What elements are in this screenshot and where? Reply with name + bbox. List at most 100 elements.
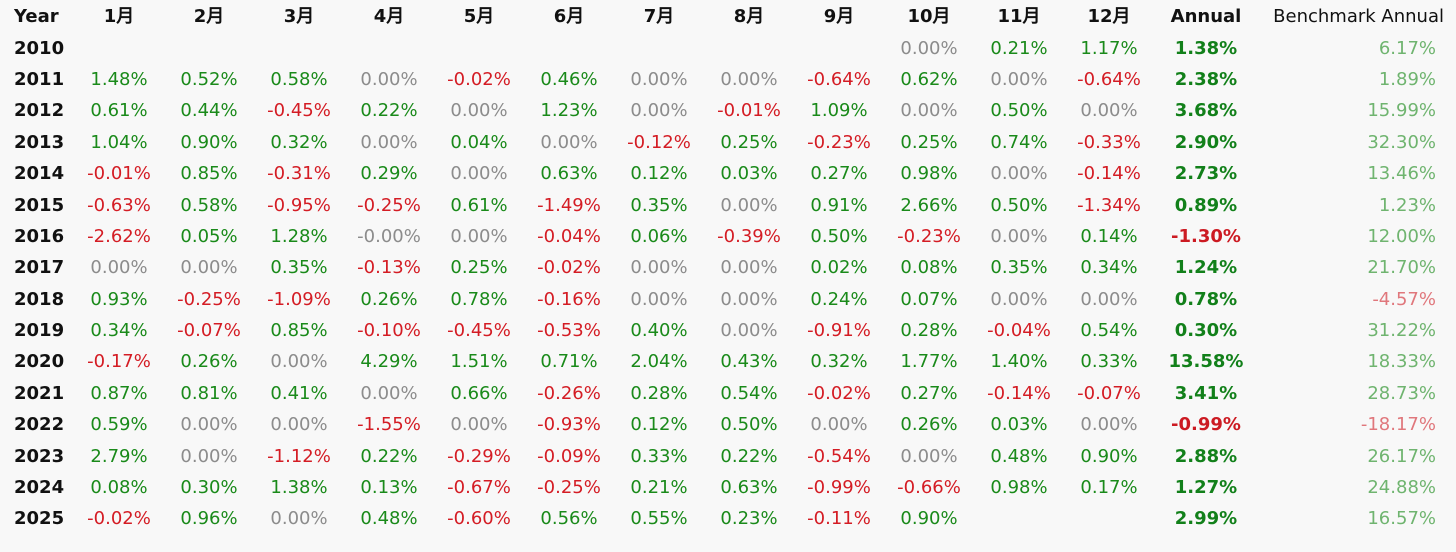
month-return-cell: 1.38%: [270, 477, 328, 499]
month-return-cell: 0.00%: [720, 68, 778, 90]
month-return-cell: 2.04%: [630, 351, 688, 373]
month-return-cell: 0.00%: [180, 445, 238, 467]
month-return-cell: 0.21%: [990, 37, 1048, 59]
month-return-cell: 0.48%: [990, 445, 1048, 467]
month-return-cell: 0.66%: [450, 382, 508, 404]
month-return-cell: [974, 503, 1064, 534]
table-row: 2025 -0.02% 0.96% 0.00% 0.48% -0.60% 0.56% 0.55…: [0, 503, 1456, 534]
table-body: 2010 0.00% 0.21% 1.17% 1.38% 6.17% 2011 1.48% 0.…: [0, 32, 1456, 534]
month-return-cell: -0.99%: [807, 477, 871, 499]
month-return-cell: 4.29%: [360, 351, 418, 373]
month-return-cell: 0.00%: [1080, 100, 1138, 122]
benchmark-annual-cell: 13.46%: [1367, 163, 1436, 185]
month-return-cell: 0.24%: [810, 288, 868, 310]
month-return-cell: -0.02%: [447, 68, 511, 90]
month-return-cell: 0.00%: [90, 257, 148, 279]
month-return-cell: 2.66%: [900, 194, 958, 216]
month-return-cell: 0.55%: [630, 508, 688, 530]
month-return-cell: 0.00%: [990, 163, 1048, 185]
month-return-cell: 0.71%: [540, 351, 598, 373]
annual-return-cell: -1.30%: [1171, 225, 1241, 247]
month-return-cell: -0.23%: [897, 225, 961, 247]
annual-return-cell: 2.73%: [1174, 163, 1238, 185]
month-return-cell: -0.93%: [537, 414, 601, 436]
year-cell: 2020: [14, 351, 65, 373]
benchmark-annual-cell: 21.70%: [1367, 257, 1436, 279]
month-return-cell: 0.74%: [990, 131, 1048, 153]
benchmark-annual-cell: 31.22%: [1367, 320, 1436, 342]
month-header: 8月: [733, 6, 765, 28]
month-return-cell: 0.00%: [900, 100, 958, 122]
month-return-cell: [254, 32, 344, 63]
month-return-cell: -0.66%: [897, 477, 961, 499]
month-header: 10月: [907, 6, 951, 28]
month-return-cell: 0.08%: [90, 477, 148, 499]
month-return-cell: 0.90%: [180, 131, 238, 153]
year-cell: 2024: [14, 477, 65, 499]
table-row: 2011 1.48% 0.52% 0.58% 0.00% -0.02% 0.46% 0.00%…: [0, 64, 1456, 95]
month-return-cell: 0.98%: [990, 477, 1048, 499]
month-header: 2月: [193, 6, 225, 28]
month-return-cell: 0.34%: [90, 320, 148, 342]
benchmark-annual-cell: 18.33%: [1367, 351, 1436, 373]
month-return-cell: -0.01%: [717, 100, 781, 122]
month-return-cell: 0.22%: [720, 445, 778, 467]
month-return-cell: 0.00%: [450, 100, 508, 122]
benchmark-annual-cell: 12.00%: [1367, 225, 1436, 247]
year-cell: 2014: [14, 163, 65, 185]
month-return-cell: -0.25%: [357, 194, 421, 216]
year-cell: 2015: [14, 194, 65, 216]
month-return-cell: -0.45%: [267, 100, 331, 122]
month-return-cell: -0.00%: [357, 225, 421, 247]
benchmark-annual-cell: -18.17%: [1360, 414, 1436, 436]
month-return-cell: 0.00%: [450, 414, 508, 436]
annual-return-cell: 2.90%: [1174, 131, 1238, 153]
month-return-cell: -0.26%: [537, 382, 601, 404]
month-return-cell: 0.96%: [180, 508, 238, 530]
month-return-cell: 0.26%: [360, 288, 418, 310]
month-return-cell: -0.95%: [267, 194, 331, 216]
month-return-cell: -0.45%: [447, 320, 511, 342]
month-return-cell: 1.48%: [90, 68, 148, 90]
month-return-cell: 0.13%: [360, 477, 418, 499]
month-return-cell: 0.27%: [810, 163, 868, 185]
month-return-cell: -0.02%: [537, 257, 601, 279]
month-return-cell: 0.29%: [360, 163, 418, 185]
month-return-cell: 0.00%: [720, 194, 778, 216]
table-row: 2015 -0.63% 0.58% -0.95% -0.25% 0.61% -1.49% 0.…: [0, 189, 1456, 220]
month-return-cell: 0.35%: [270, 257, 328, 279]
month-return-cell: 0.32%: [270, 131, 328, 153]
month-return-cell: 0.26%: [900, 414, 958, 436]
annual-return-cell: 2.99%: [1174, 508, 1238, 530]
month-header: 12月: [1087, 6, 1131, 28]
month-return-cell: 0.02%: [810, 257, 868, 279]
month-return-cell: -2.62%: [87, 225, 151, 247]
month-return-cell: [344, 32, 434, 63]
month-return-cell: 0.00%: [360, 382, 418, 404]
month-return-cell: -1.09%: [267, 288, 331, 310]
year-cell: 2011: [14, 68, 65, 90]
month-return-cell: 0.00%: [270, 508, 328, 530]
month-return-cell: 0.50%: [990, 100, 1048, 122]
month-return-cell: -0.07%: [1077, 382, 1141, 404]
year-cell: 2019: [14, 320, 65, 342]
annual-return-cell: 0.30%: [1174, 320, 1238, 342]
month-return-cell: [434, 32, 524, 63]
month-return-cell: -0.10%: [357, 320, 421, 342]
table-row: 2016 -2.62% 0.05% 1.28% -0.00% 0.00% -0.04% 0.0…: [0, 221, 1456, 252]
month-return-cell: 0.00%: [630, 68, 688, 90]
month-return-cell: [74, 32, 164, 63]
year-cell: 2010: [14, 37, 65, 59]
annual-return-cell: 13.58%: [1168, 351, 1244, 373]
month-return-cell: 0.12%: [630, 163, 688, 185]
month-header: 9月: [823, 6, 855, 28]
month-return-cell: -0.64%: [1077, 68, 1141, 90]
table-row: 2021 0.87% 0.81% 0.41% 0.00% 0.66% -0.26% 0.28%…: [0, 378, 1456, 409]
month-return-cell: 0.63%: [720, 477, 778, 499]
benchmark-annual-cell: 6.17%: [1378, 37, 1436, 59]
month-return-cell: 0.78%: [450, 288, 508, 310]
month-return-cell: 0.21%: [630, 477, 688, 499]
year-cell: 2021: [14, 382, 65, 404]
month-return-cell: 0.00%: [990, 288, 1048, 310]
benchmark-header: Benchmark Annual: [1273, 6, 1444, 28]
